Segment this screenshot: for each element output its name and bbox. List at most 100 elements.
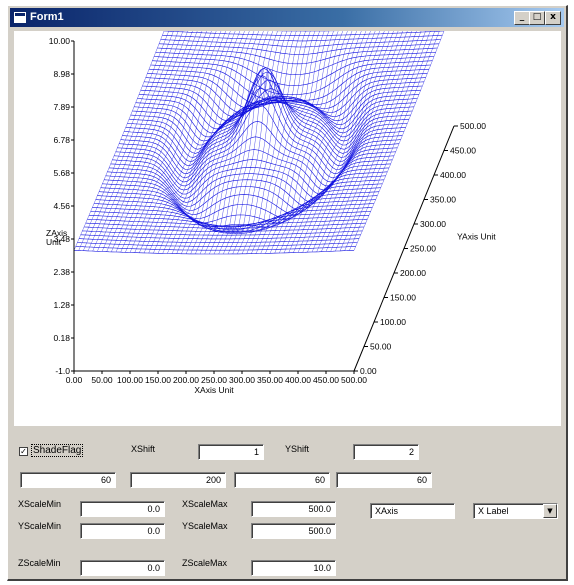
y-tick-label: 150.00 <box>390 293 416 303</box>
mesh-line <box>246 31 339 254</box>
y-tick-label: 300.00 <box>420 219 446 229</box>
mesh-line <box>162 31 255 254</box>
mesh-line <box>237 31 330 254</box>
mesh-line <box>269 31 362 254</box>
z-tick-label: 0.18 <box>53 333 70 343</box>
y-tick-label: 350.00 <box>430 195 456 205</box>
mesh-line <box>321 31 413 252</box>
y-tick-label: 50.00 <box>370 342 392 352</box>
chevron-down-icon[interactable]: ▼ <box>543 504 557 518</box>
mesh-line <box>87 31 179 251</box>
y-tick-label: 500.00 <box>460 121 486 131</box>
zscale-max-label: ZScaleMax <box>182 558 228 568</box>
mesh-line <box>311 31 403 253</box>
mesh-line <box>255 31 348 254</box>
mesh-line <box>185 31 278 254</box>
mesh-line <box>148 31 241 254</box>
x-tick-label: 350.00 <box>257 375 283 385</box>
mesh-line <box>213 31 306 255</box>
yscale-min-input[interactable]: 0.0 <box>80 523 165 539</box>
surface-plot: 10.00 8.98 7.89 6.78 5.68 4.56 3.48 2.38 1.28 0.1… <box>14 31 561 426</box>
xshift-input[interactable]: 1 <box>198 444 264 460</box>
mesh-line <box>293 31 385 253</box>
mesh-line <box>227 31 320 255</box>
mesh-line <box>307 31 399 253</box>
zscale-min-input[interactable]: 0.0 <box>80 560 165 576</box>
mesh-line <box>353 31 445 251</box>
mesh-line <box>129 31 222 253</box>
mesh-line <box>349 31 440 251</box>
mesh-line <box>153 31 245 254</box>
mesh-line <box>199 31 292 255</box>
mesh-line <box>204 31 297 255</box>
close-button[interactable]: x <box>545 11 561 25</box>
z-tick-label: 10.00 <box>49 36 71 46</box>
x-tick-label: 500.00 <box>341 375 367 385</box>
mesh-line <box>265 31 357 254</box>
yscale-max-label: YScaleMax <box>182 521 228 531</box>
mesh-line <box>115 31 207 253</box>
title-bar[interactable]: Form1 _ □ x <box>10 8 564 27</box>
y-tick-label: 0.00 <box>360 366 377 376</box>
param-input-3[interactable]: 60 <box>234 472 330 488</box>
mesh-line <box>260 31 353 254</box>
yshift-input[interactable]: 2 <box>353 444 419 460</box>
param-input-1[interactable]: 60 <box>20 472 116 488</box>
mesh-line <box>241 31 334 254</box>
mesh-line <box>195 31 288 254</box>
axis-input[interactable]: XAxis <box>370 503 455 519</box>
z-axis-title-unit: Unit <box>46 237 62 247</box>
shade-flag-label[interactable]: ShadeFlag <box>30 444 84 457</box>
mesh-line <box>176 31 269 254</box>
yscale-max-input[interactable]: 500.0 <box>251 523 336 539</box>
zscale-max-input[interactable]: 10.0 <box>251 560 336 576</box>
x-tick-label: 100.00 <box>117 375 143 385</box>
mesh-line <box>111 31 203 252</box>
mesh-line <box>103 179 385 215</box>
mesh-line <box>209 31 302 255</box>
mesh-line <box>302 31 394 253</box>
param-input-2[interactable]: 200 <box>130 472 226 488</box>
xscale-min-label: XScaleMin <box>18 499 62 509</box>
mesh-line <box>251 31 344 254</box>
xscale-max-input[interactable]: 500.0 <box>251 501 336 517</box>
y-axis-title: YAxis Unit <box>457 231 496 241</box>
xscale-min-input[interactable]: 0.0 <box>80 501 165 517</box>
mesh-line <box>171 31 264 254</box>
x-tick-label: 150.00 <box>145 375 171 385</box>
mesh-line <box>157 31 250 254</box>
x-tick-label: 0.00 <box>66 375 83 385</box>
y-tick-label: 100.00 <box>380 317 406 327</box>
mesh-line <box>218 31 311 255</box>
window-title: Form1 <box>30 11 64 23</box>
surface-plot-canvas: 10.00 8.98 7.89 6.78 5.68 4.56 3.48 2.38 1.28 0.1… <box>46 31 496 395</box>
z-tick-label: 2.38 <box>53 267 70 277</box>
mesh-line <box>190 31 283 254</box>
mesh-line <box>325 31 417 252</box>
z-axis-title: ZAxis <box>46 228 67 238</box>
label-combo-value: X Label <box>478 506 509 516</box>
shade-flag-checkbox[interactable]: ✓ <box>19 447 28 456</box>
mesh-line <box>232 31 325 254</box>
xscale-max-label: XScaleMax <box>182 499 228 509</box>
minimize-button[interactable]: _ <box>514 11 530 25</box>
maximize-button[interactable]: □ <box>529 11 545 25</box>
mesh-line <box>92 31 184 252</box>
x-tick-label: 450.00 <box>313 375 339 385</box>
yshift-label: YShift <box>285 444 310 454</box>
mesh-line <box>120 31 212 253</box>
mesh-line <box>283 31 376 253</box>
x-tick-label: 200.00 <box>173 375 199 385</box>
mesh-line <box>97 31 188 252</box>
mesh-line <box>134 31 226 253</box>
x-axis-title: XAxis Unit <box>194 385 234 395</box>
mesh-line <box>101 31 193 252</box>
form-window: Form1 _ □ x 10.00 8.98 7.89 6.78 5.68 4.56 3.4… <box>7 5 568 581</box>
mesh-line <box>73 250 355 255</box>
mesh-line <box>274 31 367 254</box>
mesh-line <box>335 31 426 252</box>
z-tick-label: 8.98 <box>53 69 70 79</box>
label-combo[interactable]: X Label ▼ <box>473 503 558 519</box>
mesh-line <box>288 31 380 253</box>
param-input-4[interactable]: 60 <box>336 472 432 488</box>
